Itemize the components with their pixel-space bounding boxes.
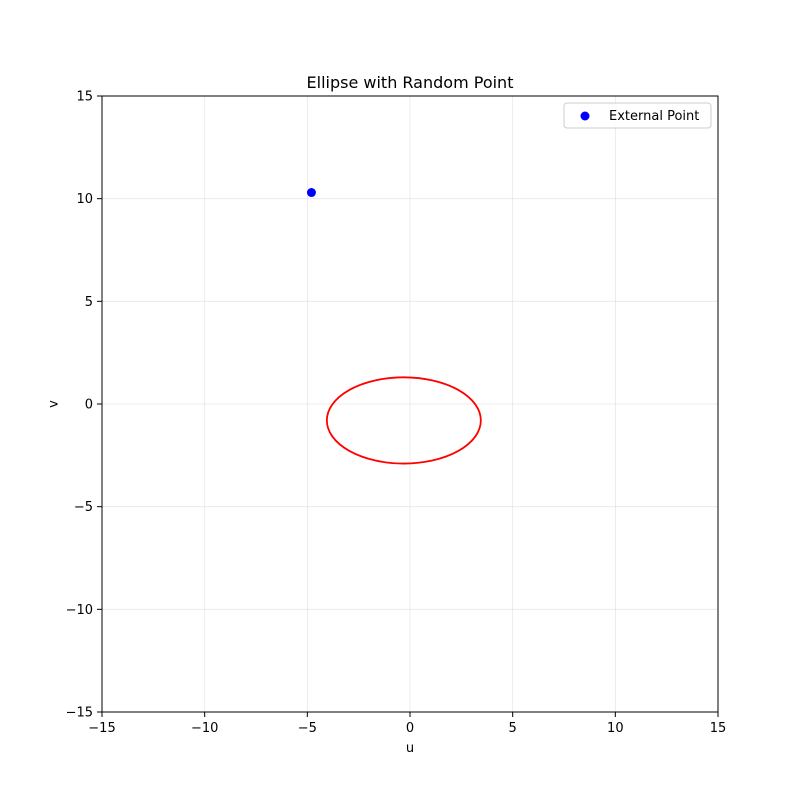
external-point-marker bbox=[306, 188, 316, 198]
x-axis-label: u bbox=[406, 741, 414, 756]
x-tick-label: 10 bbox=[607, 721, 624, 736]
axis-ticks: −15 −10 −5 0 5 10 15 −15 −10 −5 0 5 10 15 bbox=[66, 90, 727, 737]
x-tick-label: 5 bbox=[509, 721, 517, 736]
y-tick-label: 5 bbox=[85, 295, 93, 310]
plot-data bbox=[306, 188, 482, 465]
y-tick-label: −10 bbox=[66, 603, 93, 618]
x-tick-label: 15 bbox=[710, 721, 727, 736]
y-tick-label: −15 bbox=[66, 706, 93, 721]
y-tick-label: 10 bbox=[76, 192, 93, 207]
x-tick-label: −5 bbox=[298, 721, 317, 736]
legend-label-external-point: External Point bbox=[609, 109, 699, 124]
legend: External Point bbox=[563, 102, 712, 129]
x-tick-label: 0 bbox=[406, 721, 414, 736]
y-tick-label: −5 bbox=[74, 500, 93, 515]
legend-marker-external-point bbox=[580, 111, 590, 121]
ellipse-curve bbox=[325, 376, 482, 465]
x-tick-label: −15 bbox=[88, 721, 115, 736]
legend-box bbox=[563, 102, 712, 129]
x-tick-label: −10 bbox=[191, 721, 218, 736]
y-tick-label: 15 bbox=[76, 90, 93, 105]
y-axis-label: v bbox=[47, 400, 62, 408]
chart-title: Ellipse with Random Point bbox=[307, 73, 514, 92]
y-tick-label: 0 bbox=[85, 398, 93, 413]
